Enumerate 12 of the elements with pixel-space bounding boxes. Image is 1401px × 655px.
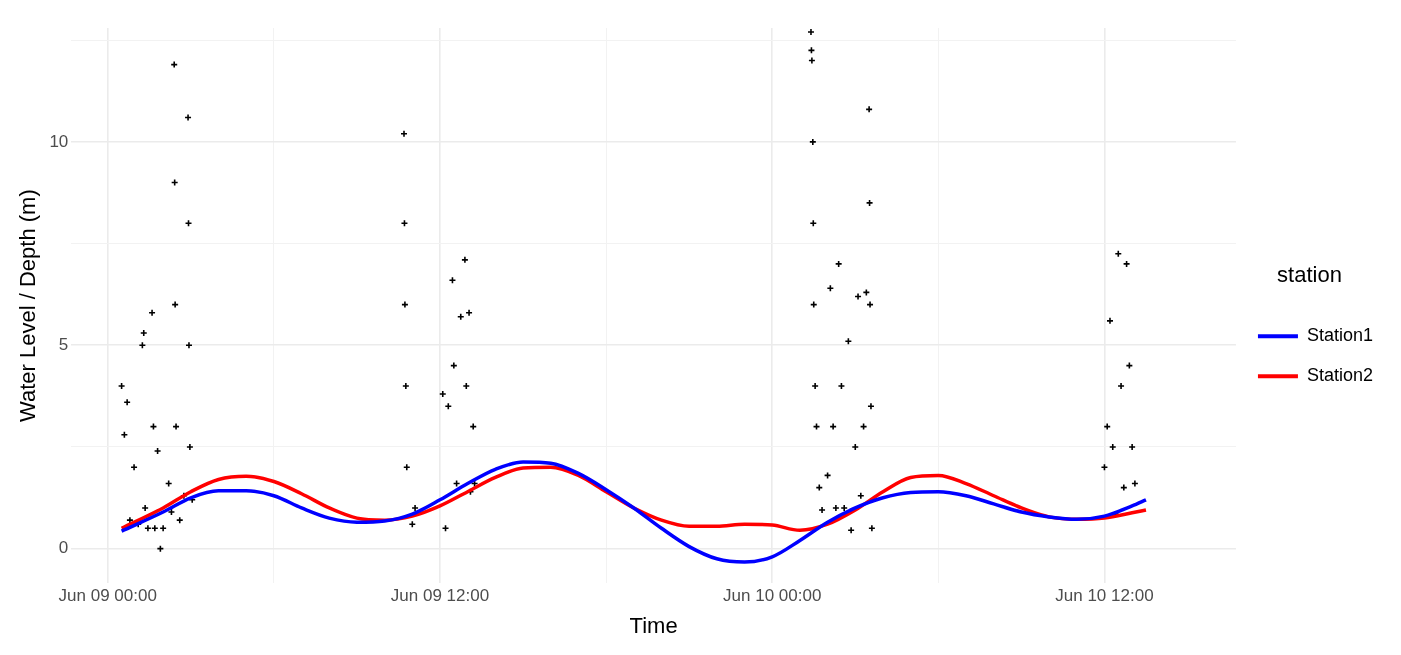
x-tick-label: Jun 10 00:00 xyxy=(723,586,822,606)
y-tick-label: 0 xyxy=(58,538,69,558)
x-tick-label: Jun 10 12:00 xyxy=(1055,586,1154,606)
y-tick-label: 10 xyxy=(49,131,69,151)
legend-title: station xyxy=(1277,261,1342,287)
legend-label: Station2 xyxy=(1306,365,1374,386)
x-axis-title: Time xyxy=(629,612,678,638)
legend-label: Station1 xyxy=(1306,325,1374,346)
x-tick-label: Jun 09 12:00 xyxy=(390,586,490,606)
y-tick-label: 5 xyxy=(58,334,69,354)
x-tick-label: Jun 09 00:00 xyxy=(58,586,157,606)
y-axis-title: Water Level / Depth (m) xyxy=(15,189,41,422)
